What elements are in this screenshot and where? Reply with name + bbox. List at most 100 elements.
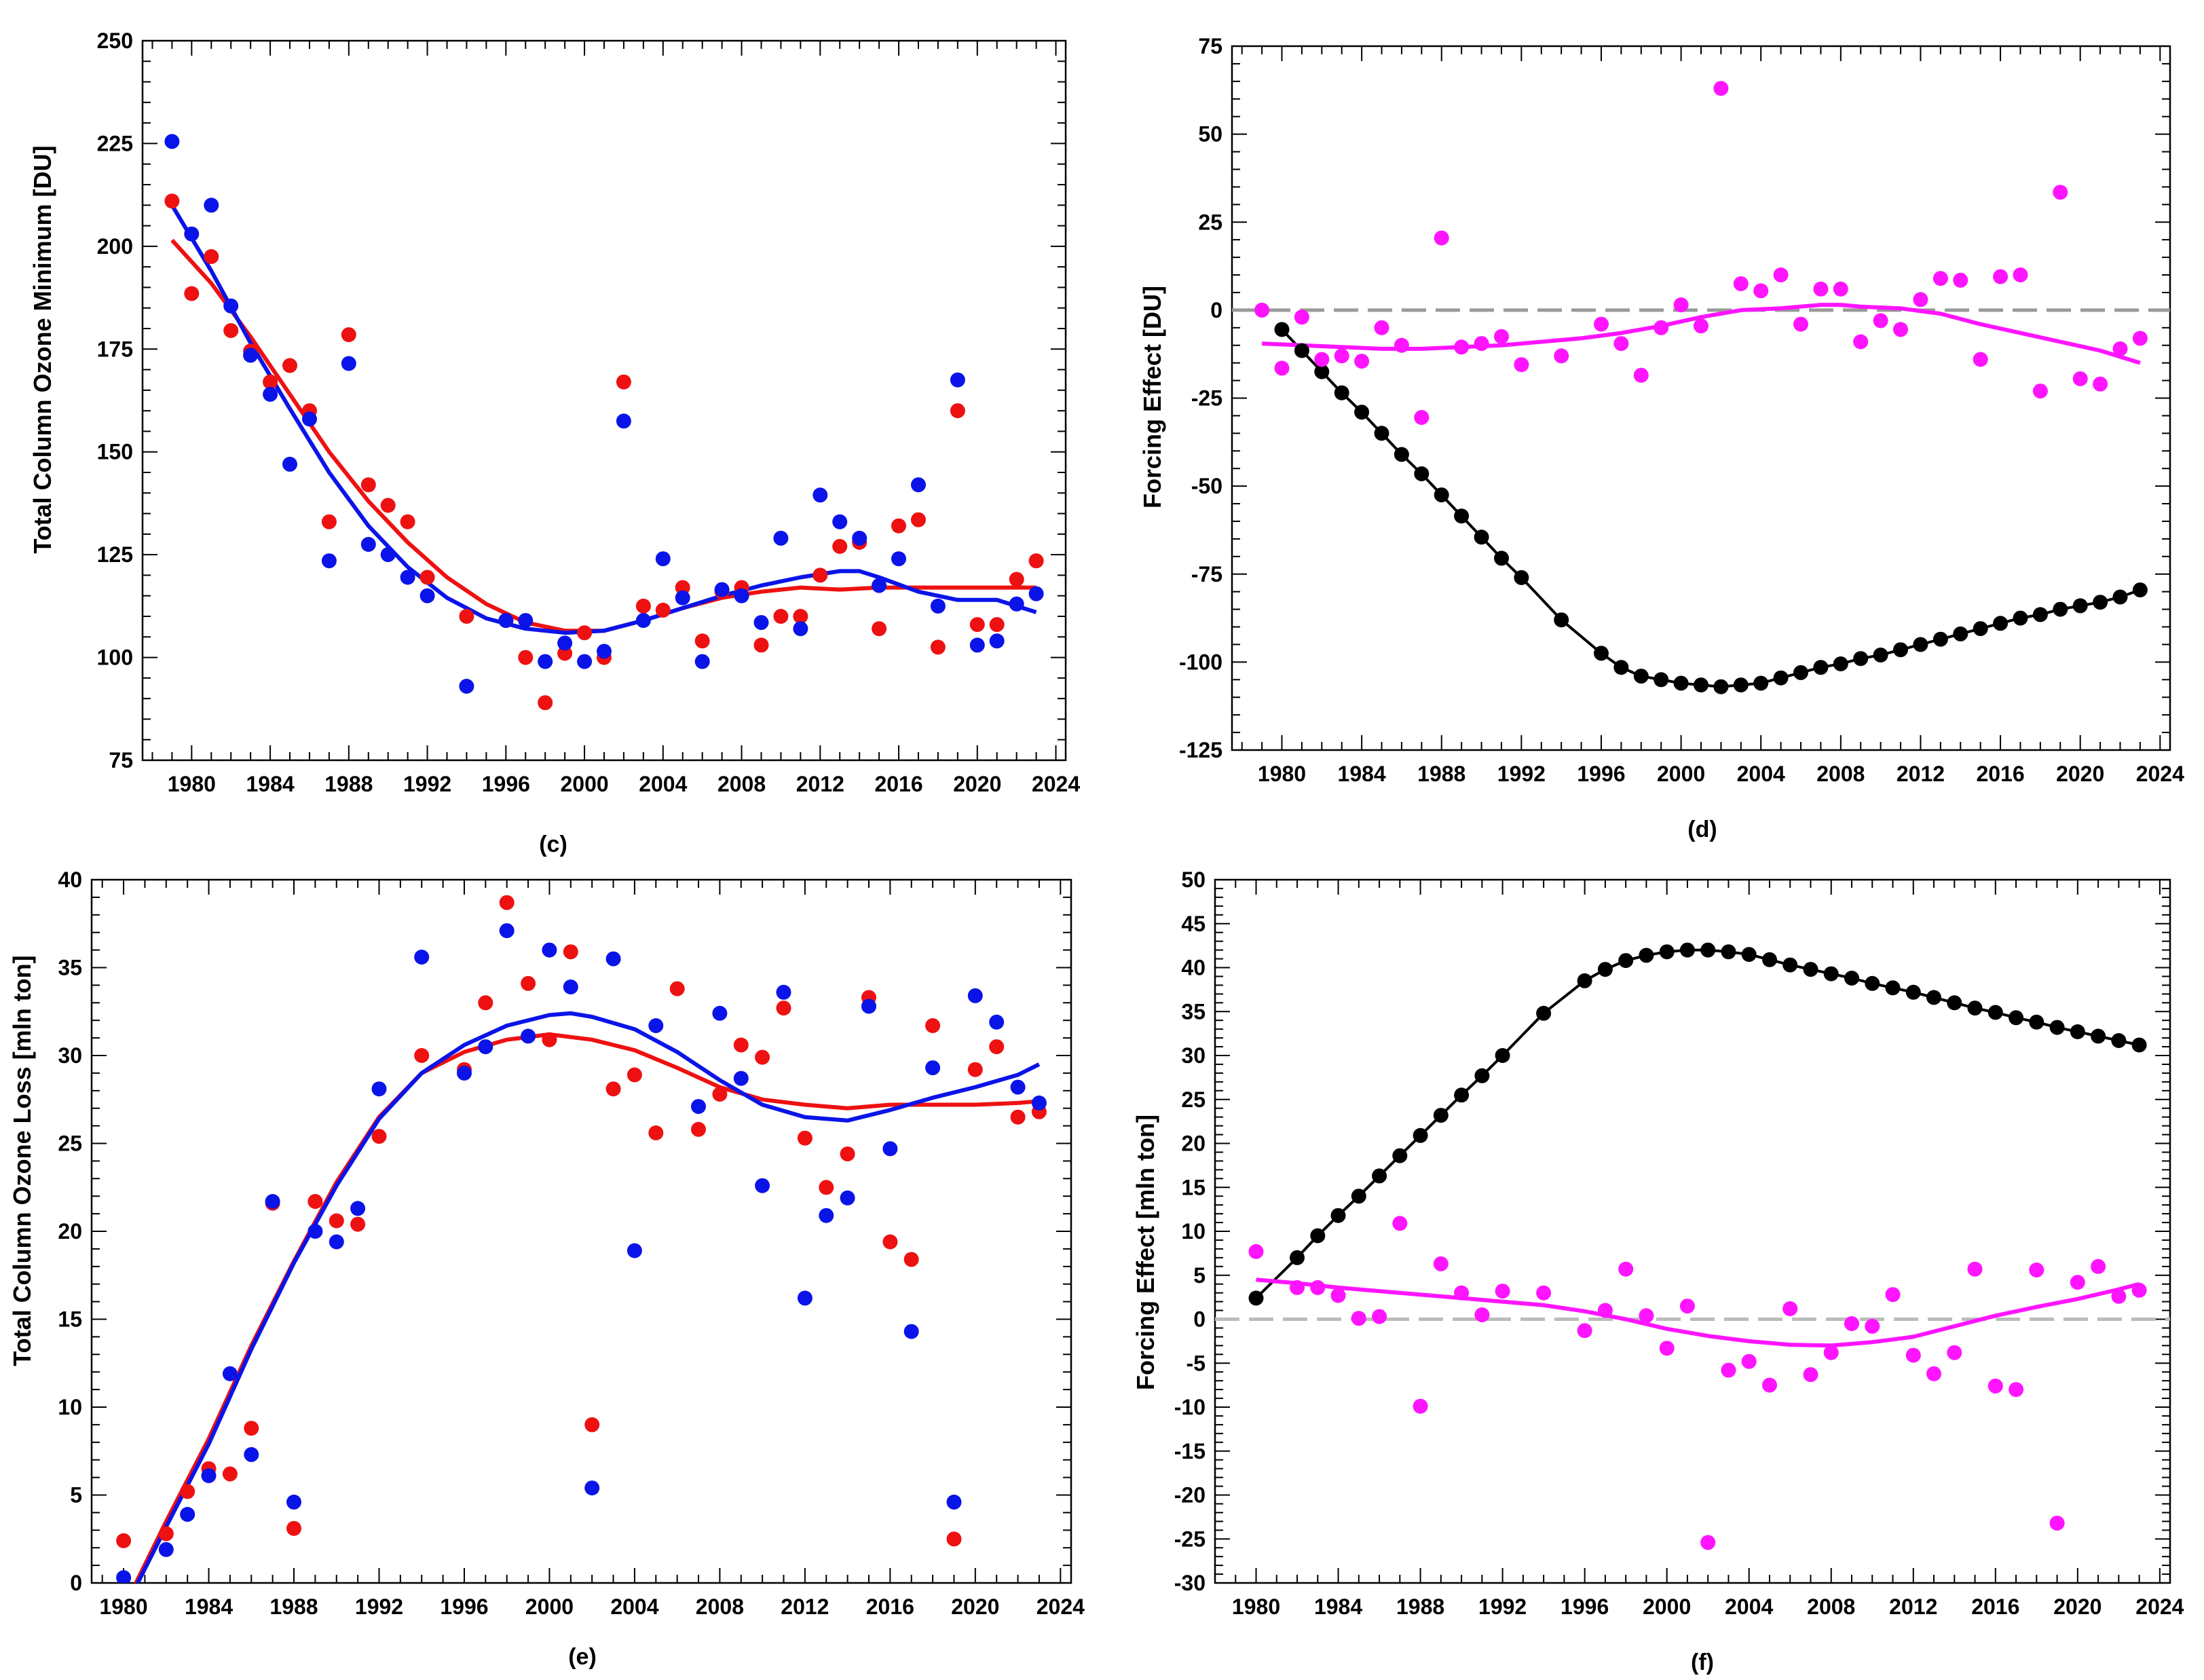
panel-f-ytick-label: 25 (1181, 1087, 1206, 1112)
panel-e: Total Column Ozone Loss [mln ton] (e) 19… (8, 867, 1085, 1670)
panel-c-series-1-point (793, 621, 808, 637)
panel-d-series-1-point (1254, 302, 1270, 318)
panel-e-series-1-point (946, 1494, 962, 1510)
panel-f-series-0-point (1987, 1005, 2003, 1020)
panel-c-series-0-point (400, 514, 415, 529)
panel-c-series-1-point (872, 578, 887, 593)
panel-d-series-0-point (1873, 648, 1888, 662)
panel-f-series-1-point (1639, 1308, 1654, 1324)
panel-d-series-0-point (1713, 679, 1729, 694)
panel-c-series-3-line (170, 204, 1037, 635)
panel-e-series-1-point (265, 1194, 280, 1209)
panel-d-series-1-point (1713, 81, 1729, 96)
panel-d-series-1-point (1514, 357, 1529, 373)
panel-c-xtick-label: 1992 (403, 772, 451, 796)
panel-c-series-0-point (950, 403, 965, 419)
panel-f-series-0-point (1823, 966, 1839, 982)
panel-f-xtick-label: 1980 (1232, 1594, 1280, 1619)
panel-d-series-1-point (1314, 352, 1330, 367)
panel-c-series-0-point (518, 650, 534, 665)
panel-e-series-1-point (286, 1494, 301, 1510)
panel-d-series-1-point (1334, 348, 1349, 364)
panel-e-series-1-point (648, 1018, 664, 1033)
panel-f-xtick-label: 1996 (1561, 1594, 1609, 1619)
panel-e-series-0-point (840, 1146, 855, 1161)
panel-d-series-0-point (1853, 651, 1869, 667)
panel-f-series-1-point (1310, 1280, 1326, 1295)
panel-c-series-1-point (832, 514, 848, 529)
panel-e-series-0-point (755, 1049, 770, 1065)
panel-e-ytick-label: 20 (58, 1219, 82, 1244)
panel-f-ytick-label: -15 (1174, 1439, 1206, 1463)
panel-d-series-1-point (1932, 271, 1948, 286)
panel-d-series-0-point (2013, 610, 2028, 626)
panel-e-series-0-point (989, 1039, 1005, 1055)
panel-d-xtick-label: 1980 (1258, 762, 1306, 786)
panel-f-series-1-point (1947, 1345, 1962, 1360)
panel-e-xtick-label: 2012 (781, 1594, 829, 1619)
panel-c-series-1-point (518, 613, 534, 629)
panel-f-ytick-label: -30 (1174, 1571, 1206, 1595)
panel-d-series-0-point (1274, 322, 1290, 337)
panel-d-series-0-point (1374, 426, 1389, 441)
panel-e-series-1-point (158, 1542, 174, 1557)
panel-e-series-1-point (584, 1480, 600, 1496)
panel-f-series-0-point (1474, 1068, 1490, 1083)
panel-d-series-1-point (1673, 297, 1689, 313)
panel-f-series-1-point (1905, 1347, 1921, 1363)
panel-e-series-1-point (903, 1324, 919, 1339)
panel-d-ytick-label: -50 (1191, 474, 1222, 498)
panel-c-xtick-label: 2000 (560, 772, 608, 796)
panel-c-series-0-point (380, 498, 396, 513)
panel-e-ylabel: Total Column Ozone Loss [mln ton] (8, 955, 36, 1366)
panel-e-series-1-point (733, 1070, 749, 1086)
panel-f-series-0-point (1844, 971, 1859, 986)
panel-e-series-1-point (414, 950, 430, 965)
panel-e-series-0-point (180, 1484, 195, 1499)
panel-d-series-0-point (1694, 677, 1708, 693)
panel-f-series-2-line (1256, 1277, 2140, 1348)
panel-d-xtick-label: 2008 (1816, 762, 1865, 786)
panel-d-series-1-point (2093, 376, 2108, 392)
panel-c-series-0-point (872, 621, 887, 637)
panel-c-series-0-point (282, 358, 297, 373)
panel-e-series-1-point (691, 1099, 706, 1115)
panel-c-series-1-point (498, 613, 514, 629)
panel-e-series-1-point (350, 1201, 366, 1216)
panel-f-ylabel: Forcing Effect [mln ton] (1132, 1115, 1159, 1390)
panel-d-series-0-point (1833, 656, 1848, 671)
panel-c-series-1-point (635, 613, 651, 629)
panel-c-series-1-point (184, 226, 200, 242)
panel-f-series-1-point (2009, 1382, 2024, 1398)
panel-e-series-1-point (967, 988, 983, 1003)
panel-d-series-0-point (1953, 626, 1968, 641)
panel-e-series-1-point (925, 1060, 941, 1076)
panel-e-series-0-point (627, 1067, 642, 1083)
panel-d-series-0-point (1594, 646, 1609, 661)
panel-f-label: (f) (1691, 1649, 1714, 1675)
panel-c-series-0-point (616, 374, 631, 390)
panel-c-series-0-point (655, 602, 671, 618)
panel-d-ytick-label: 25 (1198, 210, 1222, 234)
panel-c-ytick-label: 175 (97, 337, 133, 361)
panel-c-xtick-label: 1984 (246, 772, 294, 796)
panel-e-ytick-label: 30 (58, 1043, 82, 1068)
panel-c-ylabel: Total Column Ozone Minimum [DU] (29, 145, 56, 553)
panel-f-series-0-point (1721, 944, 1736, 960)
panel-c-xtick-label: 1996 (482, 772, 530, 796)
panel-c-series-0-point (793, 609, 808, 624)
panel-f-series-0-point (1495, 1048, 1510, 1063)
panel-e-series-1-point (605, 951, 621, 967)
panel-f-xtick-label: 2000 (1643, 1594, 1691, 1619)
panel-d-series-0-point (1474, 529, 1489, 545)
panel-f-series-1-point (2049, 1515, 2065, 1531)
panel-c-series-1-point (616, 413, 631, 429)
panel-d-series-0-point (1793, 665, 1808, 680)
panel-e-series-1-point (222, 1366, 238, 1381)
panel-f-ytick-label: 0 (1193, 1307, 1206, 1332)
panel-d-series-0-point (1334, 385, 1349, 400)
panel-c-series-1-point (400, 570, 415, 585)
panel-d-xtick-label: 1996 (1577, 762, 1625, 786)
panel-d-series-1-point (1454, 339, 1470, 355)
panel-d-series-1-point (2112, 341, 2128, 356)
